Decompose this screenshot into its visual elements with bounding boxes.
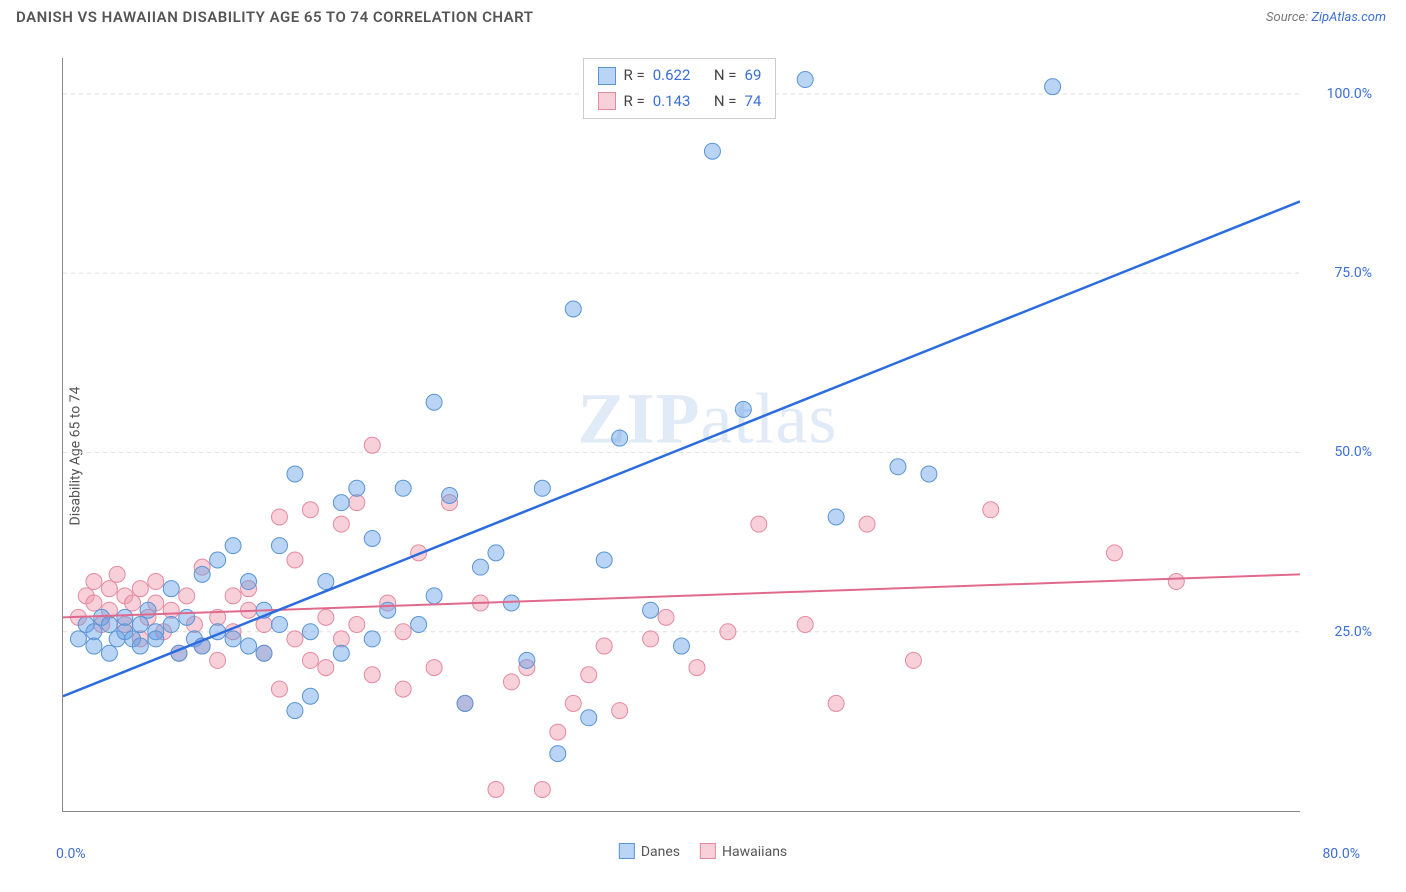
legend-bottom: Danes Hawaiians xyxy=(619,843,787,860)
legend-item-danes: Danes xyxy=(619,843,680,860)
swatch-hawaiians xyxy=(598,92,616,110)
stats-row-danes: R = 0.622 N = 69 xyxy=(598,63,762,89)
chart-container: Disability Age 65 to 74 R = 0.622 N = 69… xyxy=(16,40,1390,872)
y-tick-label: 100.0% xyxy=(1312,86,1372,102)
watermark: ZIPatlas xyxy=(578,378,838,461)
y-tick-label: 25.0% xyxy=(1312,624,1372,640)
x-axis-min-label: 0.0% xyxy=(56,846,86,862)
legend-swatch-hawaiians xyxy=(700,843,716,859)
y-tick-label: 50.0% xyxy=(1312,444,1372,460)
legend-item-hawaiians: Hawaiians xyxy=(700,843,787,860)
stats-row-hawaiians: R = 0.143 N = 74 xyxy=(598,89,762,115)
stats-legend-box: R = 0.622 N = 69 R = 0.143 N = 74 xyxy=(583,58,777,119)
y-tick-label: 75.0% xyxy=(1312,265,1372,281)
x-axis-max-label: 80.0% xyxy=(1322,846,1360,862)
plot-area: R = 0.622 N = 69 R = 0.143 N = 74 ZIPatl… xyxy=(62,58,1300,812)
source-attribution: Source: ZipAtlas.com xyxy=(1266,10,1386,25)
chart-svg xyxy=(63,58,1300,811)
chart-header: DANISH VS HAWAIIAN DISABILITY AGE 65 TO … xyxy=(0,0,1406,30)
swatch-danes xyxy=(598,67,616,85)
legend-swatch-danes xyxy=(619,843,635,859)
chart-title: DANISH VS HAWAIIAN DISABILITY AGE 65 TO … xyxy=(16,8,533,26)
source-link[interactable]: ZipAtlas.com xyxy=(1311,10,1386,25)
